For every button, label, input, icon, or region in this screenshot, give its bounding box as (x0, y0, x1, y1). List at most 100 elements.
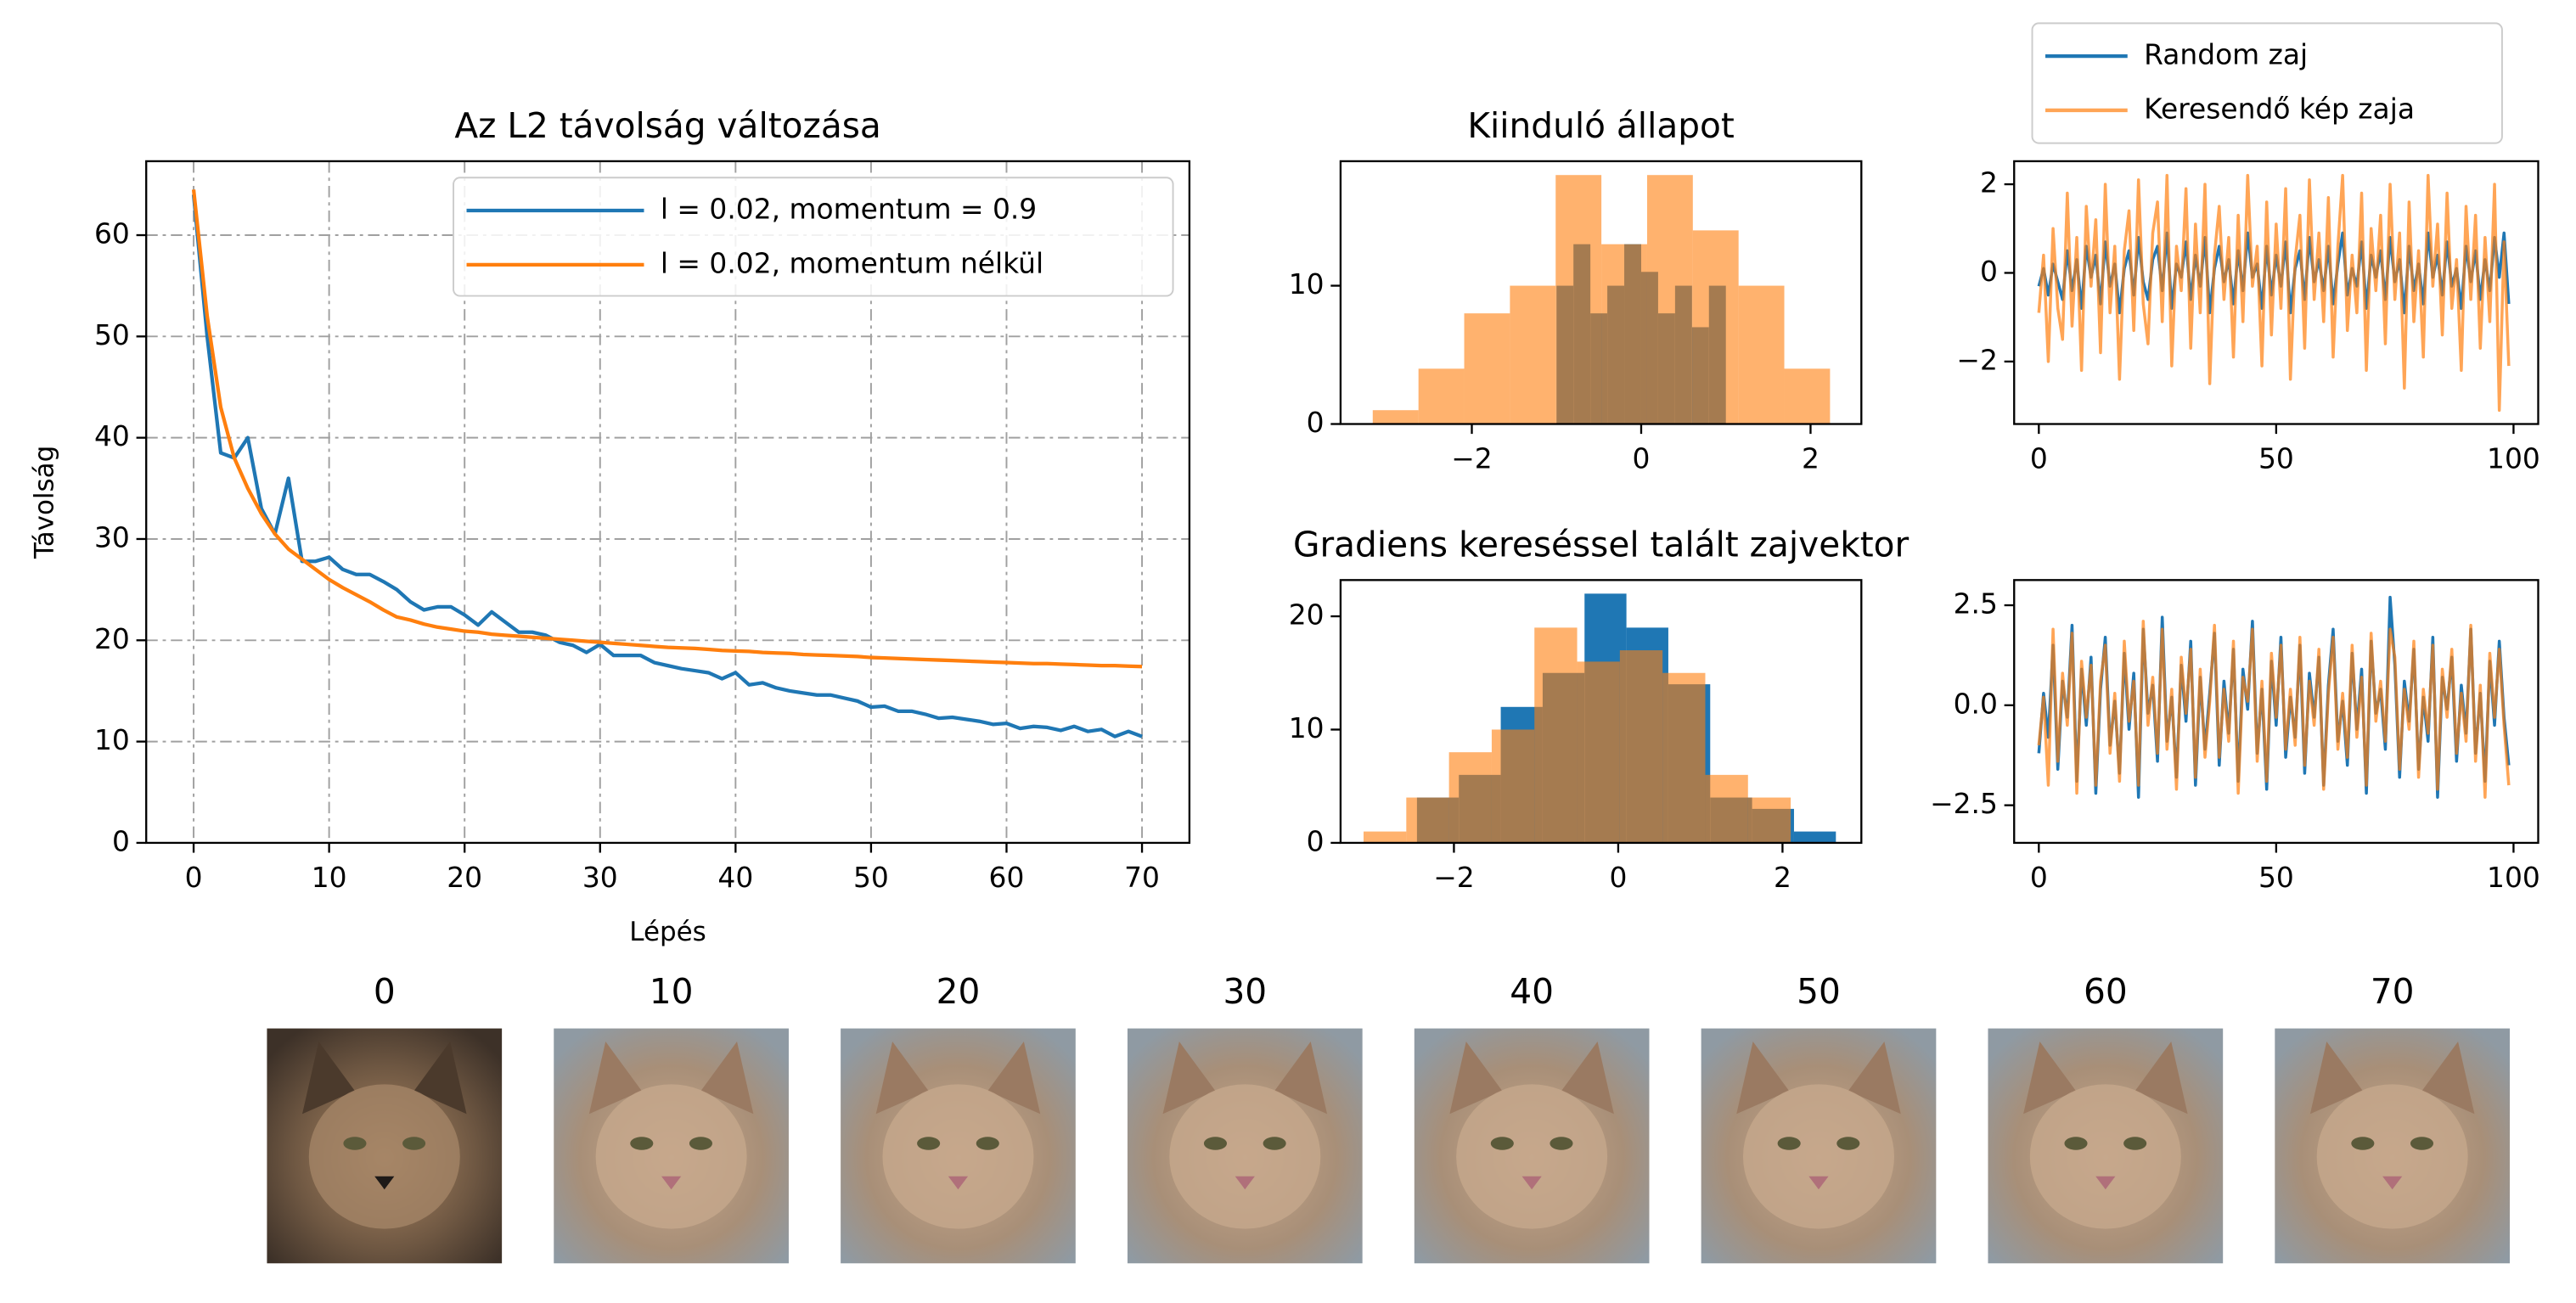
y-tick-label: 10 (94, 723, 130, 756)
y-axis-label: Távolság (30, 446, 60, 559)
x-tick-label: 0 (2030, 861, 2048, 894)
cat-eye (976, 1137, 999, 1150)
legend-label: Keresendő kép zaja (2144, 92, 2415, 125)
x-tick-label: 0 (1633, 442, 1651, 475)
cat-nose (948, 1176, 969, 1190)
cat-eye (402, 1137, 426, 1150)
y-tick-label: 50 (94, 318, 130, 351)
x-tick-label: −2 (1433, 861, 1474, 894)
cat-eye (1777, 1137, 1801, 1150)
cat-eye (630, 1137, 654, 1150)
hist-bar (1577, 661, 1620, 843)
cat-eye (1263, 1137, 1286, 1150)
cat-eye (689, 1137, 712, 1150)
hist-bar (1747, 797, 1791, 843)
line (191, 194, 1143, 739)
hist-bar (1372, 410, 1419, 424)
hist-bar (1705, 774, 1748, 843)
y-tick-label: 20 (1289, 598, 1325, 632)
cat-face (1456, 1084, 1608, 1229)
x-tick-label: 50 (2258, 861, 2294, 894)
cat-ear (413, 1042, 467, 1115)
hist-bar (1534, 627, 1578, 843)
x-tick-label: 100 (2487, 861, 2540, 894)
thumbnail (554, 1028, 789, 1264)
thumbnail (267, 1028, 503, 1264)
cat-ear (875, 1042, 929, 1115)
axes-frame (1339, 579, 1863, 845)
y-tick-label: 0 (1307, 406, 1325, 439)
cat-nose (374, 1176, 395, 1190)
x-tick-label: 10 (312, 861, 347, 894)
cat-eye (2123, 1137, 2147, 1150)
cat-nose (2382, 1176, 2403, 1190)
cat-nose (661, 1176, 682, 1190)
cat-ear (1449, 1042, 1503, 1115)
y-tick-label: 10 (1289, 711, 1325, 744)
cat-face (882, 1084, 1034, 1229)
legend-label: l = 0.02, momentum = 0.9 (661, 192, 1037, 225)
cat-nose (1808, 1176, 1829, 1190)
cat-ear (987, 1042, 1041, 1115)
y-tick-label: 0 (112, 824, 130, 857)
thumbnail-title: 30 (1223, 971, 1267, 1012)
cat-ear (302, 1042, 355, 1115)
hist-bar (1406, 797, 1449, 843)
y-tick-label: 0 (1980, 255, 1998, 288)
x-tick-label: 2 (1802, 442, 1820, 475)
chart-title: Gradiens kereséssel talált zajvektor (1293, 525, 1910, 565)
cat-nose (1521, 1176, 1542, 1190)
cat-eye (1550, 1137, 1573, 1150)
cat-face (595, 1084, 747, 1229)
thumbnail (1127, 1028, 1363, 1264)
x-tick-label: 0 (1609, 861, 1627, 894)
cat-eye (2351, 1137, 2375, 1150)
cat-eye (2410, 1137, 2434, 1150)
cat-face (2316, 1084, 2468, 1229)
hist-bar (1601, 244, 1647, 424)
hist-bar (1491, 729, 1535, 843)
cat-eye (917, 1137, 941, 1150)
y-tick-label: 2.5 (1954, 587, 1998, 621)
thumbnail-title: 70 (2371, 971, 2415, 1012)
x-tick-label: 100 (2487, 442, 2540, 475)
cat-ear (700, 1042, 754, 1115)
hist-bar (1662, 672, 1706, 843)
y-tick-label: 30 (94, 520, 130, 553)
hist-bar (1555, 175, 1602, 424)
thumbnail (1414, 1028, 1650, 1264)
cat-ear (1561, 1042, 1614, 1115)
y-tick-label: 0 (1307, 824, 1325, 857)
thumbnail (1988, 1028, 2224, 1264)
axes-frame (145, 160, 1191, 845)
x-tick-label: 0 (2030, 442, 2048, 475)
x-tick-label: 20 (447, 861, 482, 894)
x-tick-label: 40 (717, 861, 753, 894)
cat-ear (2309, 1042, 2363, 1115)
hist-bar (1738, 285, 1785, 424)
y-tick-label: 60 (94, 217, 130, 250)
x-tick-label: 2 (1774, 861, 1791, 894)
cat-eye (1490, 1137, 1514, 1150)
thumbnail-title: 10 (650, 971, 694, 1012)
cat-face (1742, 1084, 1894, 1229)
thumbnail-title: 60 (2084, 971, 2128, 1012)
y-tick-label: 0.0 (1954, 687, 1998, 720)
cat-face (1169, 1084, 1321, 1229)
cat-eye (1836, 1137, 1860, 1150)
hist-bar (1448, 752, 1492, 843)
cat-eye (2064, 1137, 2088, 1150)
x-tick-label: 50 (2258, 442, 2294, 475)
legend-label: l = 0.02, momentum nélkül (661, 246, 1043, 279)
cat-eye (1203, 1137, 1228, 1150)
y-tick-label: 40 (94, 419, 130, 452)
thumbnail (841, 1028, 1076, 1264)
hist-bar (1418, 368, 1465, 424)
hist-bar (1646, 175, 1693, 424)
thumbnail-title: 0 (374, 971, 396, 1012)
thumbnail-title: 20 (936, 971, 981, 1012)
cat-face (308, 1084, 460, 1229)
line (2037, 173, 2511, 413)
